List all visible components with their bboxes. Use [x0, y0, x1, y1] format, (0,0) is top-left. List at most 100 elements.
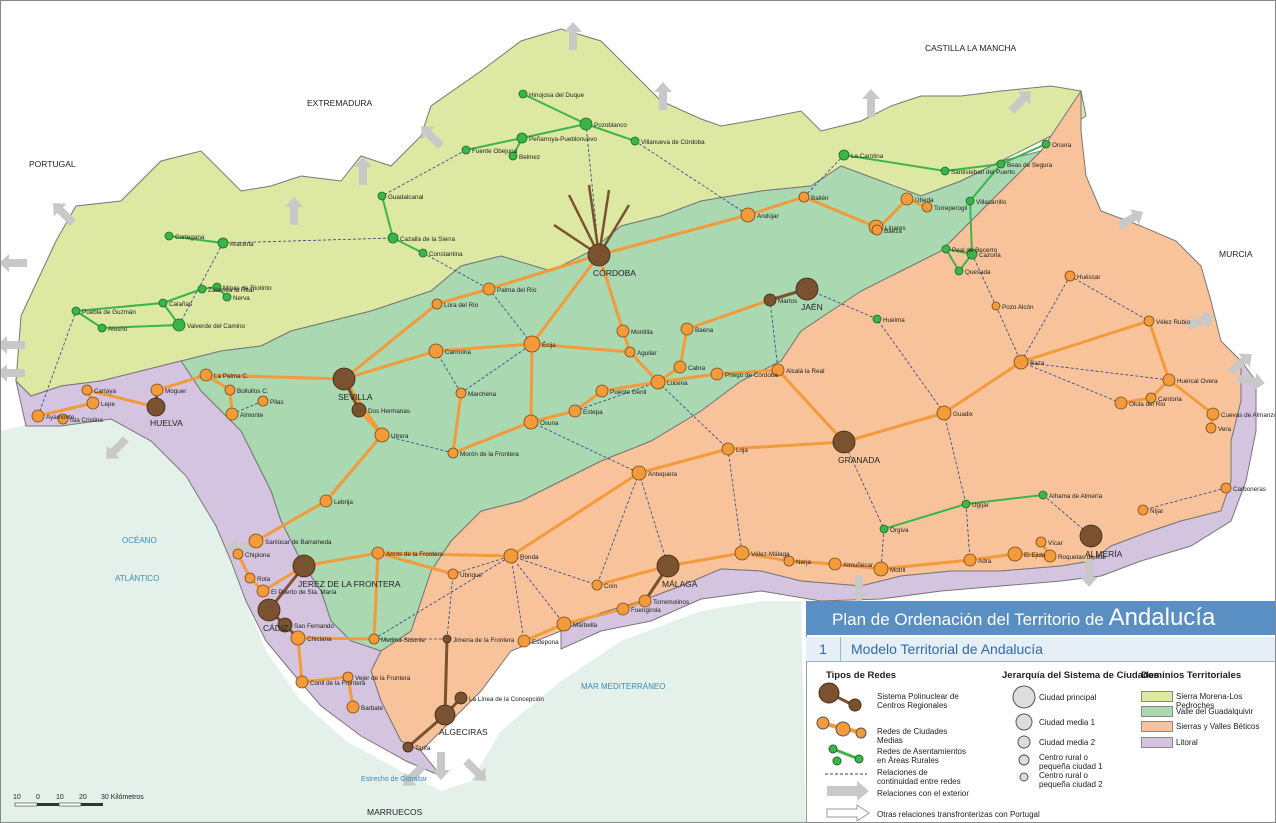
rural-link: [162, 288, 203, 304]
city-node: [342, 671, 354, 683]
city-node: [556, 616, 572, 632]
city-label: Cuevas de Almanzora: [1221, 412, 1276, 419]
city-label: Loja: [736, 447, 748, 454]
ciudades-medias-link: [530, 254, 601, 345]
city-label: Pozo Alcón: [1002, 304, 1034, 311]
city-node: [244, 572, 256, 584]
city-label: Palma del Río: [497, 287, 537, 294]
city-label: Ronda: [520, 554, 539, 561]
city-node: [447, 447, 459, 459]
legend-tipos-header: Tipos de Redes: [826, 670, 897, 681]
ciudades-medias-link: [716, 368, 779, 376]
city-label: Nerva: [233, 295, 250, 302]
rural-link: [381, 195, 394, 239]
city-label: Órgiva: [890, 525, 909, 534]
continuity-link: [222, 237, 394, 244]
city-node: [991, 301, 1001, 311]
legend-tipos-symbols: [816, 682, 870, 821]
city-label: Aracena: [230, 241, 254, 248]
legend-jer-principal: Ciudad principal: [1039, 693, 1097, 702]
city-node: [461, 145, 471, 155]
city-node: [97, 323, 107, 333]
city-node: [579, 117, 593, 131]
city-node: [783, 555, 795, 567]
ciudades-medias-link: [488, 253, 600, 291]
city-node: [832, 430, 856, 454]
continuity-link: [178, 242, 224, 326]
city-node: [616, 324, 630, 338]
legend-sub-text: Modelo Territorial de Andalucía: [851, 641, 1043, 657]
city-node: [1064, 270, 1076, 282]
city-node: [172, 318, 186, 332]
exterior-arrow: [1236, 372, 1265, 391]
ciudades-medias-link: [834, 562, 882, 571]
city-label: Beas de Segura: [1007, 162, 1053, 169]
exterior-arrow: [1186, 311, 1215, 330]
city-node: [673, 360, 687, 374]
city-label: Constantina: [429, 251, 463, 258]
continuity-link: [971, 253, 997, 307]
continuity-link: [634, 140, 749, 216]
ciudades-medias-link: [452, 420, 532, 455]
continuity-link: [435, 350, 462, 394]
city-label: Tarifa: [415, 745, 431, 752]
sea-atlantico: ATLÁNTICO: [115, 574, 159, 583]
city-node: [454, 691, 468, 705]
city-node: [963, 553, 977, 567]
rural-link: [521, 123, 587, 139]
city-label: Adra: [978, 558, 992, 565]
swatch-litoral: [1141, 737, 1173, 748]
ciudades-medias-link: [255, 499, 327, 543]
swatch-sierra-morena: [1141, 691, 1173, 702]
city-node: [568, 404, 582, 418]
legend-dominios-header: Dominios Territoriales: [1141, 670, 1242, 681]
city-node: [434, 704, 456, 726]
city-node: [721, 442, 735, 456]
ciudades-medias-link: [596, 564, 669, 587]
sea-oceano: OCÉANO: [122, 536, 157, 545]
rural-link: [843, 154, 946, 172]
city-node: [631, 465, 647, 481]
rural-link: [392, 237, 424, 254]
continuity-link: [446, 573, 454, 640]
city-label: Almonte: [240, 412, 264, 419]
city-node: [146, 397, 166, 417]
ciudades-medias-link: [343, 302, 438, 381]
continuity-link: [995, 305, 1022, 363]
city-label: Lebrija: [334, 499, 353, 506]
city-label: Priego de Córdoba: [725, 372, 778, 379]
legend-dom-beticos: Sierras y Valles Béticos: [1176, 722, 1260, 731]
city-label: Martos: [778, 298, 797, 305]
exterior-arrow: [432, 752, 450, 780]
city-label: Chiclana: [307, 636, 332, 643]
legend-tipo-exterior: Relaciones con el exterior: [877, 789, 970, 798]
city-label: Ugíjar: [972, 502, 989, 509]
ciudades-medias-link: [686, 298, 771, 331]
city-node: [71, 306, 81, 316]
city-node: [402, 741, 414, 753]
exterior-arrow: [862, 89, 880, 117]
city-label: Montilla: [631, 329, 653, 336]
city-label: Ubrique: [460, 572, 483, 579]
city-label: SEVILLA: [338, 392, 373, 402]
city-label: Dos Hermanas: [368, 408, 410, 415]
region-castilla: CASTILLA LA MANCHA: [925, 43, 1017, 53]
strait-label: Estrecho de Gibraltar: [361, 776, 428, 783]
city-node: [257, 395, 269, 407]
city-label: Alhama de Almería: [1049, 493, 1103, 500]
ciudades-medias-link: [638, 447, 729, 475]
city-label: Nerja: [796, 559, 812, 566]
city-label: Zalamea la Real: [208, 287, 254, 294]
city-node: [871, 224, 883, 236]
continuity-link: [1020, 361, 1122, 404]
city-node: [377, 191, 387, 201]
litoral-west: [15, 360, 442, 777]
city-label: Huelma: [883, 317, 905, 324]
ciudades-medias-link: [1020, 319, 1150, 364]
exterior-arrow: [53, 203, 76, 226]
city-node: [277, 617, 293, 633]
city-label: Vejer de la Frontera: [355, 675, 411, 682]
city-label: Minas de Riotinto: [223, 285, 272, 292]
city-label: Andújar: [757, 213, 779, 220]
